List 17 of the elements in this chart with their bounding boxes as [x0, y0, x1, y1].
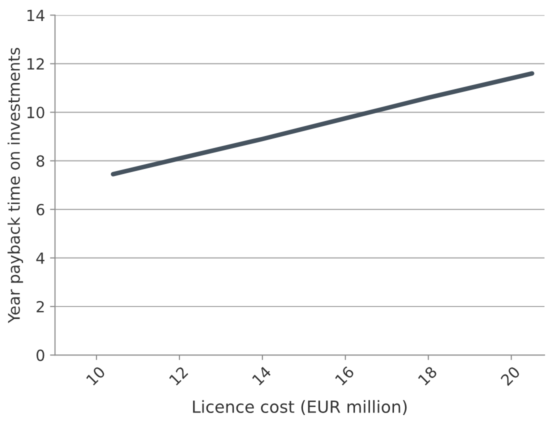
x-tick-label: 20 [500, 366, 521, 386]
y-tick-label: 10 [28, 106, 44, 118]
x-tick-label: 18 [418, 366, 438, 386]
y-tick-label: 6 [36, 204, 44, 216]
line-series [110, 71, 534, 176]
y-axis-title: Year payback time on investments [8, 48, 24, 324]
y-tick-label: 8 [36, 155, 44, 167]
x-tick-label: 12 [168, 366, 188, 386]
y-tick-label: 0 [36, 350, 44, 362]
x-axis-title: Licence cost (EUR million) [193, 400, 407, 415]
x-tick-label: 10 [86, 366, 106, 386]
x-tick-label: 14 [252, 366, 272, 386]
y-tick-label: 2 [36, 300, 44, 312]
x-tick-label: 16 [334, 366, 355, 386]
y-tick-label: 12 [28, 58, 44, 70]
y-tick-label: 14 [28, 10, 44, 21]
y-tick-label: 4 [36, 252, 44, 264]
